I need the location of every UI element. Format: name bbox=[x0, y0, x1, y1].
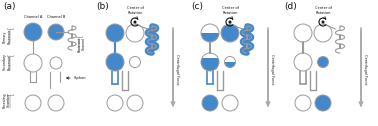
Text: (d): (d) bbox=[284, 2, 297, 10]
Text: Centrifugal Force: Centrifugal Force bbox=[270, 54, 274, 84]
Text: Siphon: Siphon bbox=[74, 76, 87, 80]
Text: Rotation: Rotation bbox=[127, 11, 143, 15]
Text: Rotation: Rotation bbox=[315, 11, 331, 15]
Text: (a): (a) bbox=[3, 2, 15, 10]
Bar bbox=[225, 62, 235, 68]
Text: Secondary
Reservoir: Secondary Reservoir bbox=[3, 54, 11, 70]
Bar bbox=[48, 24, 64, 40]
Circle shape bbox=[134, 21, 136, 23]
Text: Centrifugal Force: Centrifugal Force bbox=[363, 54, 367, 84]
Bar bbox=[318, 56, 328, 68]
Bar bbox=[221, 24, 239, 42]
Bar bbox=[201, 58, 219, 71]
Text: Resistant
Channel: Resistant Channel bbox=[78, 37, 86, 52]
Circle shape bbox=[229, 21, 231, 23]
Bar bbox=[201, 33, 219, 42]
Bar bbox=[106, 24, 124, 42]
Bar bbox=[106, 53, 124, 71]
Bar bbox=[24, 23, 42, 41]
Text: Center of: Center of bbox=[222, 6, 239, 10]
Circle shape bbox=[322, 21, 324, 23]
Bar bbox=[315, 95, 331, 111]
Text: Center of: Center of bbox=[314, 6, 332, 10]
Text: Receiving
Chamber: Receiving Chamber bbox=[3, 92, 11, 108]
Text: (b): (b) bbox=[96, 2, 109, 10]
Text: (c): (c) bbox=[191, 2, 203, 10]
Text: Rotation: Rotation bbox=[222, 11, 238, 15]
Text: Channel B: Channel B bbox=[47, 15, 65, 19]
Text: Centrifugal Force: Centrifugal Force bbox=[175, 54, 179, 84]
Bar bbox=[202, 95, 218, 111]
Text: Primary
Reservoir: Primary Reservoir bbox=[3, 29, 11, 44]
Text: Channel A: Channel A bbox=[24, 15, 42, 19]
Text: Center of: Center of bbox=[127, 6, 143, 10]
